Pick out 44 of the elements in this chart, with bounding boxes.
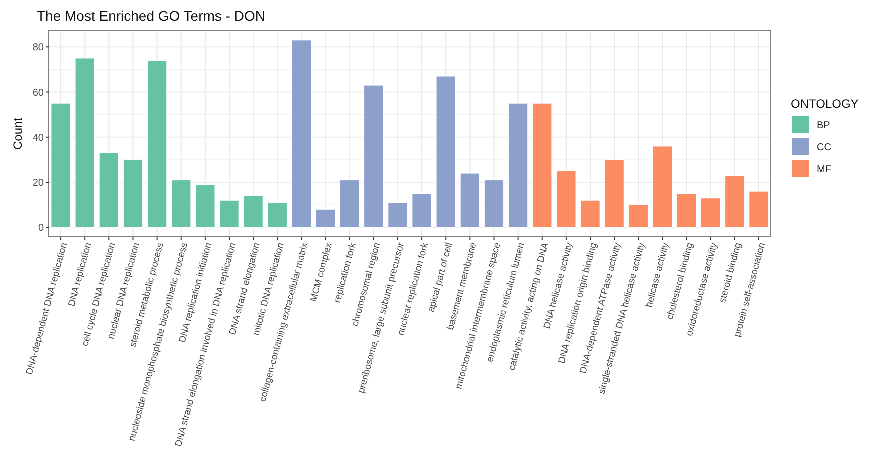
bar xyxy=(316,209,336,228)
bar xyxy=(749,191,769,228)
bar xyxy=(628,204,649,228)
y-tick-label: 0 xyxy=(38,223,44,234)
x-tick-label: replication fork xyxy=(332,242,360,304)
legend-label: BP xyxy=(817,120,831,132)
bar xyxy=(171,180,192,228)
y-tick-label: 80 xyxy=(32,42,44,54)
bar xyxy=(196,184,216,228)
x-tick-label: steroid binding xyxy=(717,242,744,304)
bar xyxy=(340,180,360,228)
bar xyxy=(676,193,697,228)
bar xyxy=(364,85,384,228)
y-axis-title: Count xyxy=(11,117,25,150)
bar xyxy=(508,103,528,228)
bar xyxy=(292,40,312,228)
bar xyxy=(147,60,168,228)
legend-label: MF xyxy=(817,164,832,176)
bar xyxy=(604,160,624,228)
bar xyxy=(123,160,144,228)
bar xyxy=(99,152,120,228)
legend-title: ONTOLOGY xyxy=(791,97,859,111)
bar xyxy=(75,58,96,228)
bar xyxy=(556,170,576,228)
bar xyxy=(412,193,432,228)
bar xyxy=(244,196,264,228)
bar xyxy=(268,202,288,228)
bar xyxy=(484,180,504,228)
bar xyxy=(436,76,456,228)
bar xyxy=(652,146,673,228)
bar xyxy=(580,200,600,228)
legend-label: CC xyxy=(817,142,832,154)
bar xyxy=(532,103,552,228)
bar xyxy=(460,173,480,228)
bar xyxy=(51,103,71,228)
y-tick-label: 60 xyxy=(32,88,44,99)
chart-title: The Most Enriched GO Terms - DON xyxy=(37,8,266,24)
y-tick-label: 20 xyxy=(32,178,44,190)
x-tick-label: MCM complex xyxy=(308,242,335,304)
bar xyxy=(220,200,240,228)
bar xyxy=(724,175,745,228)
bar xyxy=(388,202,408,228)
bar xyxy=(700,198,721,228)
y-tick-label: 40 xyxy=(32,132,44,144)
